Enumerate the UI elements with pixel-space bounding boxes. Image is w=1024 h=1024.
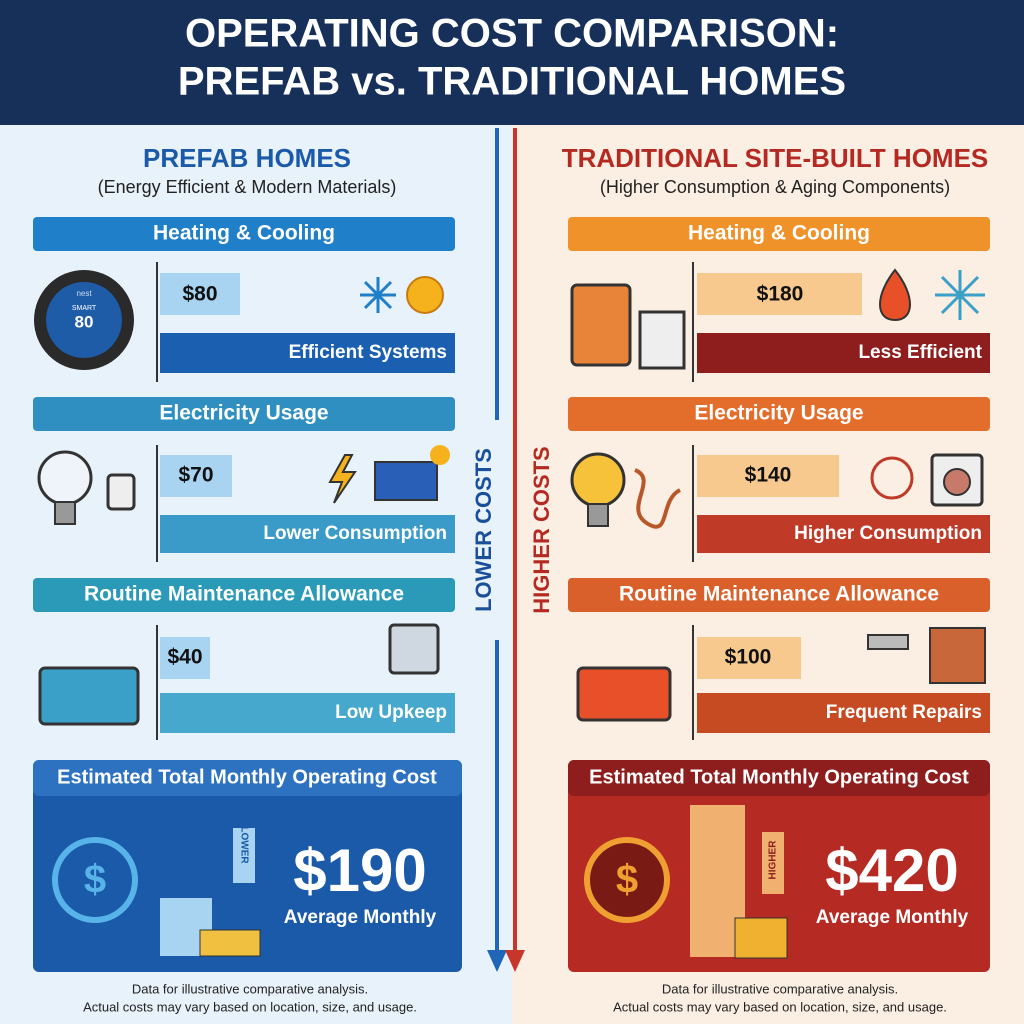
note-bar xyxy=(697,693,990,733)
divider-label: HIGHER COSTS xyxy=(529,446,554,613)
solar-panel-icon xyxy=(374,461,438,501)
cost-box xyxy=(160,273,240,315)
note: Frequent Repairs xyxy=(826,702,982,723)
section-heading: Heating & Cooling xyxy=(153,222,335,245)
section-heading: Electricity Usage xyxy=(694,402,863,425)
label-bg xyxy=(470,420,500,640)
cost: $70 xyxy=(178,464,213,487)
section-header xyxy=(568,578,990,612)
thermostat-face xyxy=(46,282,122,358)
footnote: Data for illustrative comparative analys… xyxy=(662,981,898,996)
header-band xyxy=(0,0,1024,125)
faucet-icon xyxy=(867,634,909,650)
cost: $140 xyxy=(745,464,792,487)
dollar-symbol: $ xyxy=(84,858,106,902)
note: Lower Consumption xyxy=(263,523,447,544)
bulb-icon xyxy=(37,450,93,506)
total-header xyxy=(568,760,990,796)
cost-box xyxy=(697,273,862,315)
side-subtitle: (Energy Efficient & Modern Materials) xyxy=(98,177,397,197)
section-heading: Electricity Usage xyxy=(159,402,328,425)
note-bar xyxy=(160,515,455,553)
arrow-head xyxy=(505,950,525,972)
title: PREFAB vs. TRADITIONAL HOMES xyxy=(178,60,846,104)
total-amount: $190 xyxy=(293,837,426,904)
furnace-icon xyxy=(570,283,632,367)
cost-box xyxy=(160,637,210,679)
sun-icon xyxy=(430,445,450,465)
footnote: Actual costs may vary based on location,… xyxy=(83,999,417,1014)
cost: $100 xyxy=(725,646,772,669)
toolbox-icon xyxy=(576,666,672,722)
sun-icon xyxy=(406,276,444,314)
arrow-icon xyxy=(233,828,255,883)
bricks-icon xyxy=(929,627,986,684)
total-heading: Estimated Total Monthly Operating Cost xyxy=(589,766,969,788)
section-header xyxy=(33,578,455,612)
dollar-icon xyxy=(52,837,138,923)
cost: $80 xyxy=(182,283,217,306)
note: Less Efficient xyxy=(858,342,982,363)
plug-icon xyxy=(106,473,136,511)
cost-box xyxy=(160,455,232,497)
total-caption: Average Monthly xyxy=(284,907,437,928)
divider-label: LOWER COSTS xyxy=(471,448,496,612)
thermostat-reading: 80 xyxy=(75,312,94,331)
cost-box xyxy=(697,455,839,497)
note-bar xyxy=(697,333,990,373)
section-heading: Routine Maintenance Allowance xyxy=(619,583,939,606)
section-header xyxy=(33,217,455,251)
coins-icon xyxy=(734,917,788,959)
bulb-icon xyxy=(570,452,626,508)
washer-door xyxy=(943,468,971,496)
total-caption: Average Monthly xyxy=(816,907,969,928)
label-bg xyxy=(528,420,558,640)
coins-icon xyxy=(199,929,261,957)
bulb-base xyxy=(54,501,76,525)
dollar-symbol: $ xyxy=(616,858,638,902)
section-header xyxy=(568,397,990,431)
arrow-label: HIGHER xyxy=(768,840,779,880)
thermostat-brand: nest xyxy=(76,289,92,298)
title: OPERATING COST COMPARISON: xyxy=(185,12,839,56)
arrow-label: LOWER xyxy=(238,826,249,864)
total-amount: $420 xyxy=(825,837,958,904)
footnote: Actual costs may vary based on location,… xyxy=(613,999,947,1014)
arrow-icon xyxy=(762,832,784,894)
note-bar xyxy=(160,333,455,373)
cost-box xyxy=(697,637,801,679)
thermostat-mode: SMART xyxy=(72,305,97,312)
cord-icon xyxy=(634,468,682,529)
total-header xyxy=(33,760,462,796)
side-title: TRADITIONAL SITE-BUILT HOMES xyxy=(562,143,989,173)
cost: $180 xyxy=(757,283,804,306)
note-bar xyxy=(160,693,455,733)
bolt-icon xyxy=(328,454,357,504)
side-title: PREFAB HOMES xyxy=(143,143,351,173)
dollar-icon xyxy=(584,837,670,923)
section-header xyxy=(568,217,990,251)
section-header xyxy=(33,397,455,431)
radiator-icon xyxy=(638,310,686,370)
flame-icon xyxy=(879,268,911,322)
arrow-head xyxy=(487,950,507,972)
cost: $40 xyxy=(167,646,202,669)
total-heading: Estimated Total Monthly Operating Cost xyxy=(57,766,437,788)
note: Low Upkeep xyxy=(335,702,447,723)
note: Higher Consumption xyxy=(794,523,982,544)
note: Efficient Systems xyxy=(289,342,447,363)
panel-icon xyxy=(388,623,440,675)
footnote: Data for illustrative comparative analys… xyxy=(132,981,368,996)
warning-icon xyxy=(870,456,914,500)
bulb-base xyxy=(587,503,609,527)
section-heading: Heating & Cooling xyxy=(688,222,870,245)
section-heading: Routine Maintenance Allowance xyxy=(84,583,404,606)
snow-sun-icon xyxy=(360,277,396,313)
toolbox-icon xyxy=(38,666,140,726)
snowflake-icon xyxy=(935,270,985,320)
side-subtitle: (Higher Consumption & Aging Components) xyxy=(600,177,950,197)
note-bar xyxy=(697,515,990,553)
